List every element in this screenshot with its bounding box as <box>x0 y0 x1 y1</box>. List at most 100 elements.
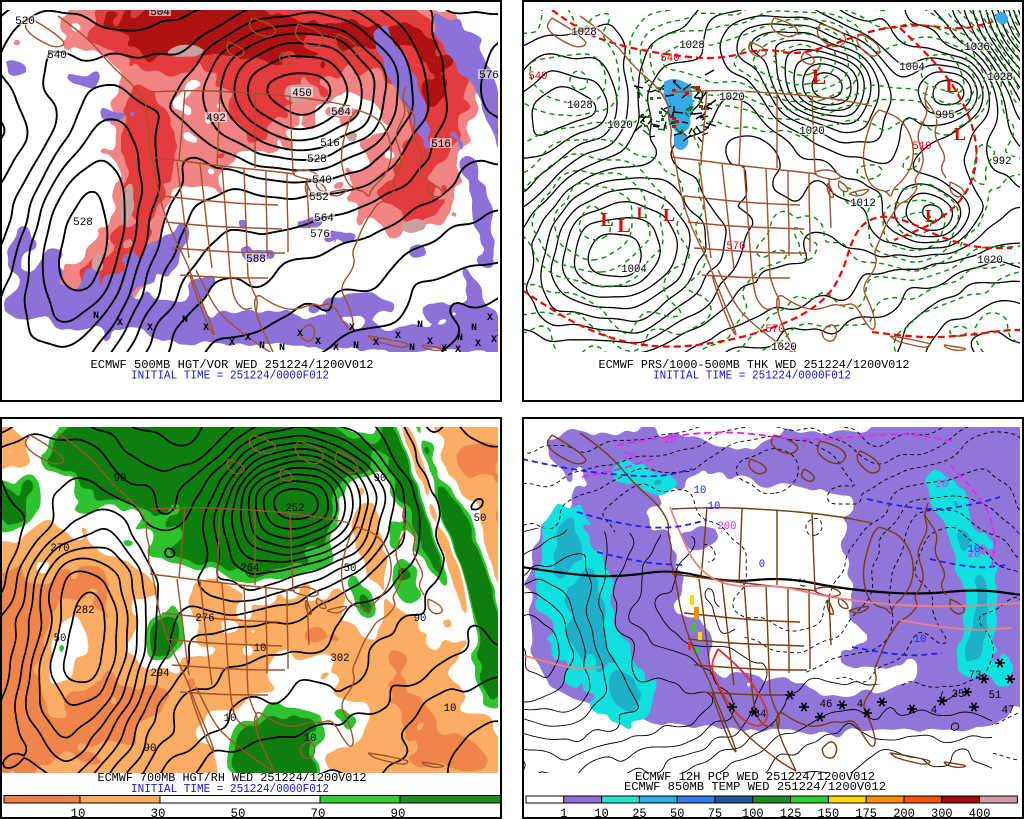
svg-text:25: 25 <box>632 806 646 819</box>
svg-text:ECMWF 850MB TEMP WED 251224/12: ECMWF 850MB TEMP WED 251224/1200V012 <box>624 780 886 794</box>
svg-text:1028: 1028 <box>987 72 1013 84</box>
svg-text:1020: 1020 <box>977 255 1003 267</box>
svg-text:51: 51 <box>989 690 1002 702</box>
svg-text:570: 570 <box>726 241 745 253</box>
svg-text:528: 528 <box>73 217 93 229</box>
svg-text:200: 200 <box>717 521 736 533</box>
svg-text:504: 504 <box>331 107 351 119</box>
svg-text:528: 528 <box>307 154 327 166</box>
svg-text:252: 252 <box>285 503 304 515</box>
svg-text:L: L <box>925 206 937 226</box>
svg-text:302: 302 <box>330 653 349 665</box>
svg-text:10: 10 <box>444 703 457 715</box>
svg-text:492: 492 <box>206 113 226 125</box>
svg-text:35: 35 <box>952 689 965 701</box>
svg-text:10: 10 <box>254 643 267 655</box>
svg-text:1004: 1004 <box>621 264 647 276</box>
svg-text:564: 564 <box>314 213 334 225</box>
svg-text:INITIAL TIME = 251224/0000F012: INITIAL TIME = 251224/0000F012 <box>653 369 851 383</box>
svg-text:1028: 1028 <box>567 100 593 112</box>
svg-text:X: X <box>203 323 209 334</box>
svg-text:N: N <box>259 341 265 352</box>
svg-text:L: L <box>617 215 630 237</box>
svg-text:450: 450 <box>292 88 312 100</box>
svg-text:L: L <box>954 124 966 144</box>
svg-text:L: L <box>812 64 827 89</box>
svg-text:540: 540 <box>312 175 332 187</box>
svg-text:10: 10 <box>71 806 86 819</box>
svg-text:N: N <box>409 343 415 354</box>
svg-text:10: 10 <box>694 485 707 497</box>
svg-text:1004: 1004 <box>899 62 925 74</box>
svg-text:N: N <box>93 311 99 322</box>
svg-text:75: 75 <box>708 806 722 819</box>
svg-text:10: 10 <box>708 501 721 513</box>
svg-text:ECMWF 500MB HGT/VOR WED 251224: ECMWF 500MB HGT/VOR WED 251224/1200V012 <box>91 358 374 372</box>
svg-text:X: X <box>349 323 355 334</box>
svg-text:540: 540 <box>660 53 679 65</box>
svg-text:540: 540 <box>528 71 547 83</box>
svg-text:N: N <box>182 315 188 326</box>
svg-text:ECMWF 12H PCP WED 251224/1200V: ECMWF 12H PCP WED 251224/1200V012 <box>635 770 875 784</box>
svg-text:N: N <box>471 323 477 334</box>
svg-text:282: 282 <box>75 605 94 617</box>
svg-text:264: 264 <box>240 563 260 575</box>
svg-text:X: X <box>395 331 401 342</box>
svg-text:100: 100 <box>742 806 764 819</box>
svg-text:10: 10 <box>304 733 317 745</box>
svg-text:4: 4 <box>857 699 864 711</box>
svg-text:X: X <box>475 339 481 350</box>
svg-text:X: X <box>147 323 153 334</box>
svg-text:90: 90 <box>114 473 127 485</box>
svg-text:510: 510 <box>912 141 931 153</box>
svg-text:570: 570 <box>765 324 784 336</box>
svg-text:46: 46 <box>820 699 833 711</box>
svg-text:X: X <box>455 345 461 356</box>
svg-text:X: X <box>333 343 339 354</box>
svg-text:L: L <box>637 205 648 222</box>
svg-text:64: 64 <box>754 709 767 721</box>
svg-text:X: X <box>487 313 493 324</box>
svg-text:1: 1 <box>560 806 567 819</box>
svg-text:X: X <box>373 338 379 349</box>
svg-text:1036: 1036 <box>964 42 990 54</box>
svg-text:X: X <box>229 338 235 349</box>
svg-text:0: 0 <box>759 559 765 571</box>
svg-text:516: 516 <box>431 139 451 151</box>
svg-text:995: 995 <box>935 110 954 122</box>
svg-text:588: 588 <box>246 254 266 266</box>
svg-text:1020: 1020 <box>607 120 633 132</box>
svg-text:50: 50 <box>231 806 246 819</box>
svg-text:1012: 1012 <box>850 198 876 210</box>
svg-text:X: X <box>441 344 447 355</box>
svg-text:N: N <box>279 343 285 354</box>
svg-text:200: 200 <box>893 806 915 819</box>
svg-text:294: 294 <box>150 668 170 680</box>
svg-text:270: 270 <box>50 543 69 555</box>
svg-text:1020: 1020 <box>771 342 797 354</box>
svg-text:N: N <box>457 333 463 344</box>
svg-text:L: L <box>600 209 613 231</box>
svg-text:90: 90 <box>374 473 387 485</box>
svg-text:30: 30 <box>151 806 166 819</box>
svg-text:90: 90 <box>414 613 427 625</box>
svg-text:20: 20 <box>936 479 949 491</box>
svg-text:552: 552 <box>309 192 329 204</box>
svg-text:20: 20 <box>624 451 637 463</box>
svg-text:INITIAL TIME = 251224/0000F012: INITIAL TIME = 251224/0000F012 <box>131 369 329 383</box>
svg-text:516: 516 <box>320 138 340 150</box>
svg-text:90: 90 <box>391 806 406 819</box>
svg-text:10: 10 <box>914 634 927 646</box>
svg-text:175: 175 <box>855 806 877 819</box>
svg-text:992: 992 <box>992 156 1011 168</box>
svg-text:50: 50 <box>54 633 67 645</box>
svg-text:10: 10 <box>594 806 608 819</box>
svg-text:50: 50 <box>344 563 357 575</box>
svg-text:125: 125 <box>780 806 802 819</box>
svg-text:50: 50 <box>474 513 487 525</box>
svg-text:50: 50 <box>670 806 684 819</box>
svg-text:1020: 1020 <box>719 92 745 104</box>
svg-text:X: X <box>497 329 503 340</box>
svg-text:90: 90 <box>144 743 157 755</box>
svg-text:47: 47 <box>1002 705 1015 717</box>
